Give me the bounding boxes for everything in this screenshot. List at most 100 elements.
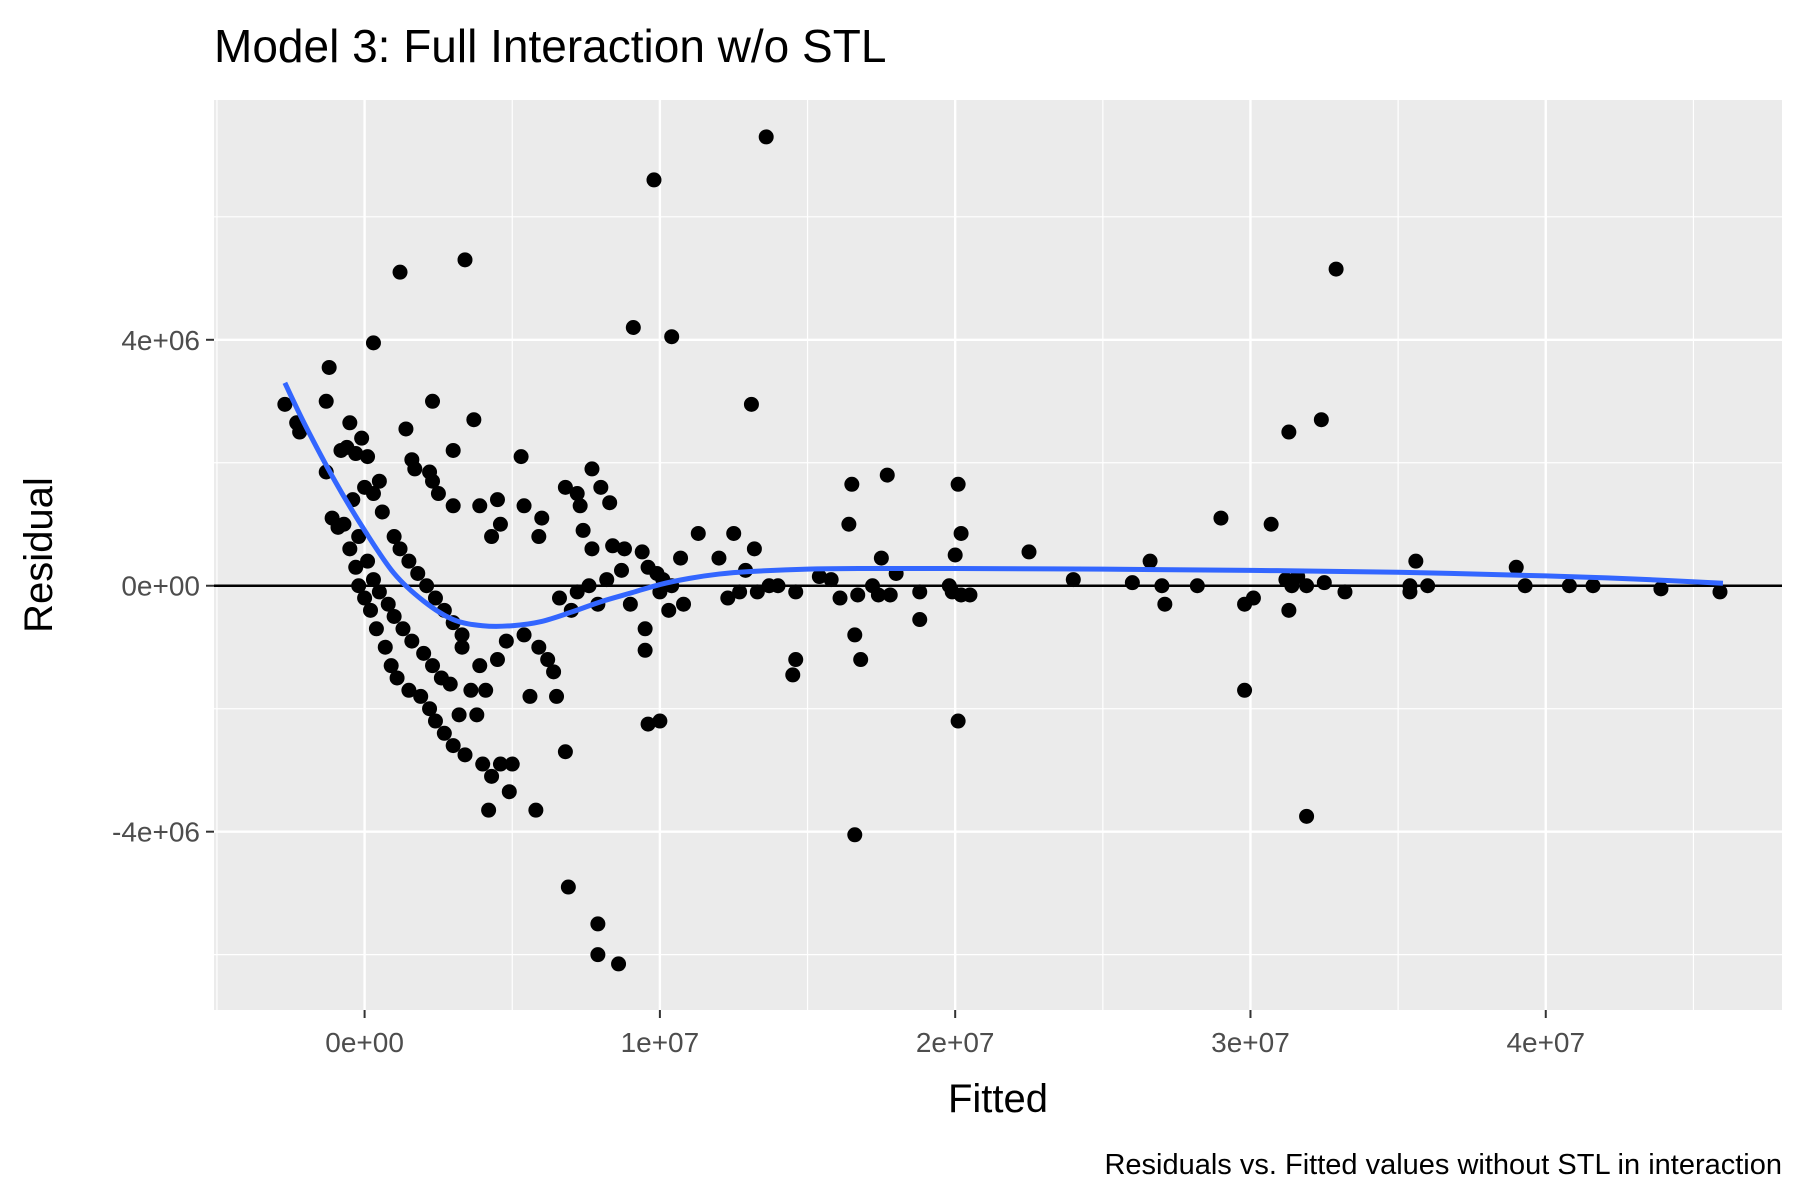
data-point — [616, 541, 632, 557]
data-point — [430, 486, 446, 502]
data-point — [481, 802, 497, 818]
chart-caption: Residuals vs. Fitted values without STL … — [1104, 1149, 1782, 1181]
data-point — [540, 652, 556, 668]
data-point — [1299, 808, 1315, 824]
data-point — [599, 572, 615, 588]
data-point — [368, 621, 384, 637]
data-point — [711, 550, 727, 566]
data-point — [676, 596, 692, 612]
data-point — [788, 584, 804, 600]
data-point — [407, 461, 423, 477]
data-point — [593, 479, 609, 495]
data-point — [1299, 578, 1315, 594]
x-tick-label: 3e+07 — [1211, 1027, 1290, 1058]
data-point — [1065, 572, 1081, 588]
data-point — [374, 504, 390, 520]
data-point — [788, 652, 804, 668]
data-point — [950, 713, 966, 729]
data-point — [611, 956, 627, 972]
data-point — [770, 578, 786, 594]
data-point — [847, 827, 863, 843]
data-point — [850, 587, 866, 603]
data-point — [1561, 578, 1577, 594]
data-point — [661, 602, 677, 618]
data-point — [882, 587, 898, 603]
data-point — [1420, 578, 1436, 594]
data-point — [498, 633, 514, 649]
data-point — [832, 590, 848, 606]
data-point — [569, 584, 585, 600]
chart-title: Model 3: Full Interaction w/o STL — [214, 20, 886, 72]
data-point — [348, 446, 364, 462]
data-point — [823, 572, 839, 588]
data-point — [569, 486, 585, 502]
data-point — [1157, 596, 1173, 612]
data-point — [584, 461, 600, 477]
data-point — [475, 756, 491, 772]
data-point — [321, 359, 337, 375]
data-point — [1189, 578, 1205, 594]
y-tick-label: 0e+00 — [121, 571, 200, 602]
data-point — [516, 627, 532, 643]
data-point — [811, 569, 827, 585]
data-point — [354, 430, 370, 446]
data-point — [1213, 510, 1229, 526]
data-point — [625, 320, 641, 335]
data-point — [351, 529, 367, 545]
data-point — [318, 393, 334, 409]
plot-panel — [214, 100, 1782, 1010]
data-point — [342, 541, 358, 557]
data-point — [357, 590, 373, 606]
data-point — [489, 492, 505, 508]
data-point — [484, 768, 500, 784]
data-point — [605, 538, 621, 554]
data-point — [383, 658, 399, 674]
data-point — [749, 584, 765, 600]
data-point — [634, 544, 650, 560]
data-point — [758, 129, 774, 145]
data-point — [472, 498, 488, 514]
data-point — [873, 550, 889, 566]
data-point — [546, 664, 562, 680]
data-point — [602, 495, 618, 511]
data-point — [646, 172, 662, 188]
data-point — [1154, 578, 1170, 594]
data-point — [436, 725, 452, 741]
x-tick-label: 0e+00 — [325, 1027, 404, 1058]
data-point — [425, 393, 441, 409]
data-point — [492, 756, 508, 772]
data-point — [1124, 575, 1140, 591]
x-tick-label: 1e+07 — [621, 1027, 700, 1058]
y-axis-title: Residual — [17, 477, 61, 633]
y-tick-label: 4e+06 — [121, 325, 200, 356]
data-point — [365, 335, 381, 351]
data-point — [870, 587, 886, 603]
data-point — [342, 415, 358, 431]
data-point — [673, 550, 689, 566]
data-point — [590, 916, 606, 932]
data-point — [478, 682, 494, 698]
data-point — [549, 688, 565, 704]
data-point — [640, 716, 656, 732]
data-point — [1712, 584, 1728, 600]
x-tick-label: 4e+07 — [1506, 1027, 1585, 1058]
data-point — [690, 525, 706, 541]
data-point — [454, 639, 470, 655]
data-point — [516, 498, 532, 514]
data-point — [422, 701, 438, 717]
data-point — [469, 707, 485, 723]
data-point — [572, 498, 588, 514]
y-axis-ticks: -4e+06 0e+00 4e+06 — [112, 325, 214, 848]
data-point — [277, 396, 293, 412]
data-point — [950, 476, 966, 492]
x-axis-title: Fitted — [948, 1077, 1048, 1121]
data-point — [504, 756, 520, 772]
data-point — [844, 476, 860, 492]
data-point — [962, 587, 978, 603]
data-point — [395, 621, 411, 637]
smooth-trend-line — [282, 381, 1724, 629]
data-point — [1281, 424, 1297, 440]
data-point — [398, 421, 414, 437]
data-point — [484, 529, 500, 545]
data-point — [614, 562, 630, 578]
